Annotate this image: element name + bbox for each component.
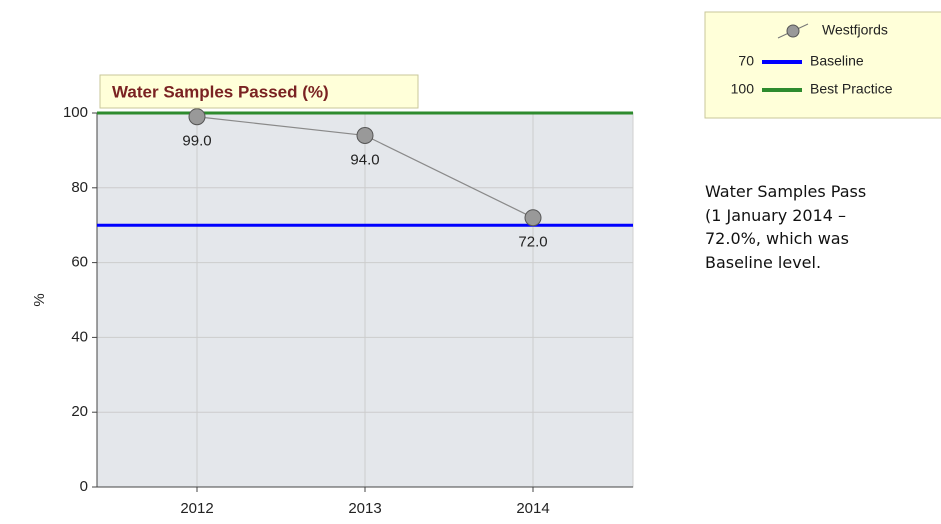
legend-label: Best Practice (810, 81, 893, 97)
data-point (356, 126, 374, 144)
legend-value: 100 (731, 81, 755, 97)
legend-value: 70 (738, 53, 754, 69)
description: Water Samples Pass (1 January 2014 – 72.… (705, 180, 866, 274)
x-tick-label: 2013 (348, 500, 381, 517)
legend-box (704, 11, 941, 119)
y-axis-label: % (31, 293, 48, 306)
legend-label: Baseline (810, 53, 864, 69)
x-tick-label: 2012 (180, 500, 213, 517)
y-tick-label: 100 (63, 104, 88, 121)
y-tick-label: 0 (80, 478, 88, 495)
data-point (524, 209, 542, 227)
title-tab (99, 74, 419, 109)
legend-label: Westfjords (822, 22, 888, 38)
y-tick-label: 20 (71, 403, 88, 420)
description-line: Baseline level. (705, 252, 822, 272)
data-point (188, 108, 206, 126)
y-tick-label: 80 (71, 179, 88, 196)
data-label: 72.0 (518, 234, 547, 251)
description-line: (1 January 2014 – (705, 205, 847, 225)
description-line: 72.0%, which was (705, 229, 849, 248)
data-label: 94.0 (350, 151, 379, 168)
y-tick-label: 40 (71, 328, 88, 345)
y-tick-label: 60 (71, 254, 88, 271)
description-line: Water Samples Pass (705, 182, 867, 201)
data-label: 99.0 (182, 133, 211, 150)
x-tick-label: 2014 (516, 500, 549, 517)
legend-marker (786, 24, 800, 38)
chart-title: Water Samples Passed (%) (112, 82, 329, 101)
